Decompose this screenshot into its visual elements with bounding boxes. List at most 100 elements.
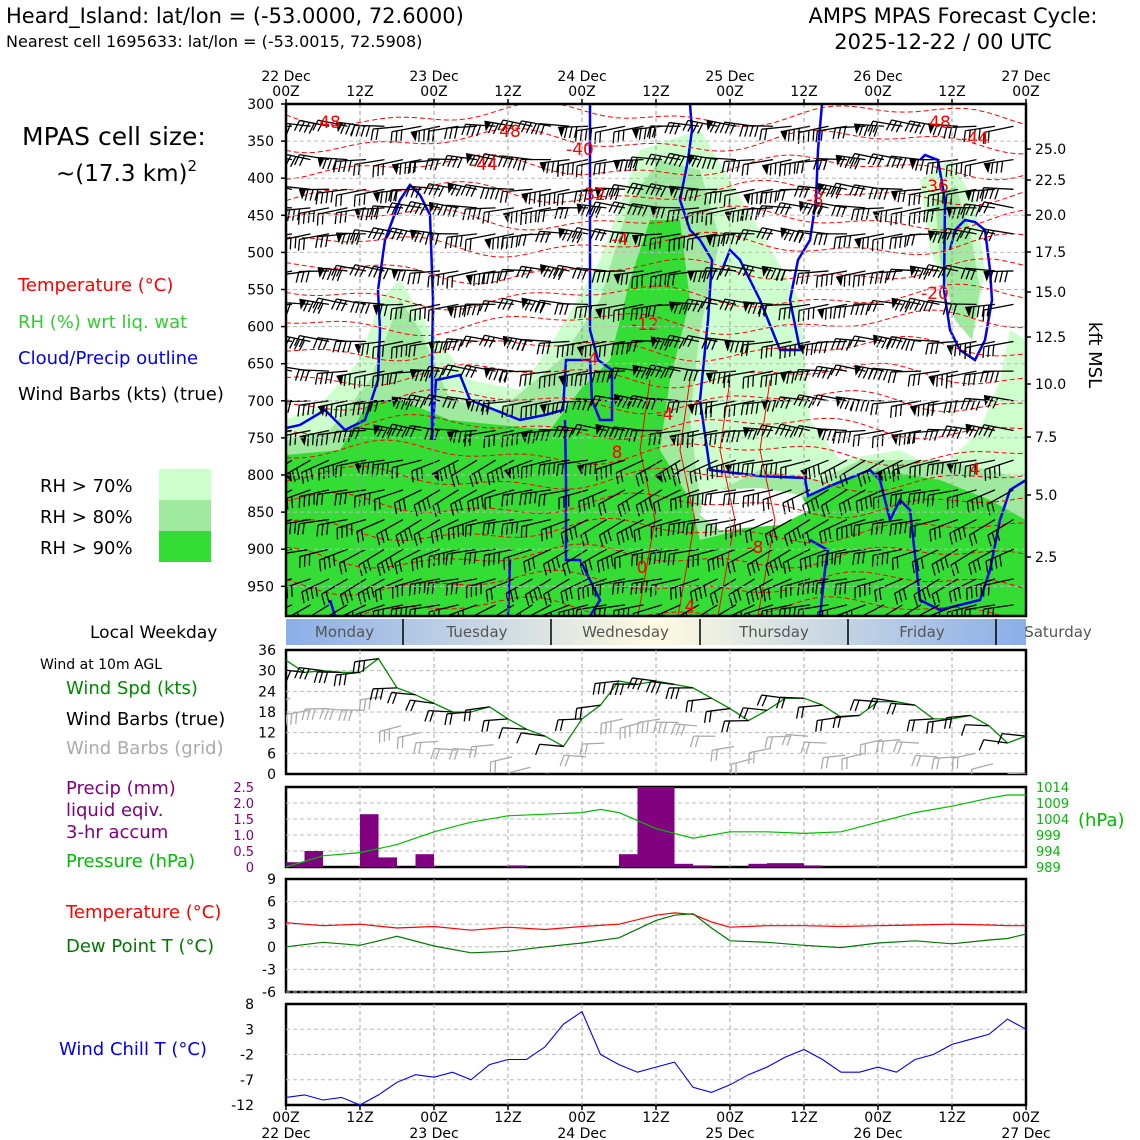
upper-air-barb [613,270,644,286]
grid-wind-barb [358,695,383,712]
upper-air-barb [742,370,774,389]
upper-air-barb [725,518,755,540]
upper-air-barb [445,548,478,566]
upper-air-barb [577,578,607,601]
grid-wind-barb [670,723,698,736]
hpa-unit-label: (hPa) [1078,810,1125,831]
upper-air-barb [488,604,515,616]
temperature-contour-label: 0 [637,558,648,578]
upper-air-barb [783,518,811,547]
pressure-tick-label: 900 [247,542,274,558]
upper-air-barb [979,187,1014,200]
wind-ytick-label: 12 [258,726,276,742]
upper-air-barb [431,459,459,482]
upper-air-barb [482,518,515,536]
upper-air-barb [423,394,459,407]
upper-air-barb [664,121,700,135]
grid-wind-barb [764,735,790,749]
upper-air-barb [297,233,330,251]
upper-air-barb [630,578,663,595]
true-wind-barb [609,683,638,696]
true-wind-barb [926,718,953,734]
true-wind-barb [978,739,1008,751]
rh90-label: RH > 90% [40,538,133,559]
upper-air-barb [968,518,996,547]
upper-air-barb [540,264,570,281]
upper-air-barb [848,152,885,166]
upper-air-barb [590,228,626,242]
upper-air-barb [627,203,663,217]
true-wind-barb [369,687,398,701]
upper-air-barb [669,185,700,199]
upper-air-barb [332,429,367,443]
upper-air-barb [894,578,922,605]
upper-air-barb [854,123,885,137]
true-wind-barb [867,697,897,710]
upper-air-barb [318,459,348,481]
upper-air-barb [317,156,348,170]
upper-air-barb [778,303,811,321]
upper-air-barb [298,489,330,508]
upper-air-barb [965,303,996,318]
upper-air-barb [949,518,977,545]
upper-air-barb [303,604,330,616]
upper-air-barb [908,188,940,207]
upper-air-barb [465,578,496,599]
upper-air-barb [687,270,718,283]
precip-bar [693,865,712,867]
top-hour-label: 12Z [494,84,521,100]
upper-air-barb [669,301,700,315]
upper-air-barb [780,370,811,384]
upper-air-barb [334,489,367,506]
upper-air-barb [852,429,885,447]
upper-air-barb [557,159,589,177]
upper-air-barb [887,370,922,384]
upper-air-barb [538,188,570,207]
station-title: Heard_Island: lat/lon = (-53.0000, 72.60… [6,4,464,29]
true-wind-barb [815,716,842,732]
kft-tick-label: 20.0 [1035,208,1066,224]
upper-air-barb [571,423,607,436]
true-wind-barb [795,704,823,719]
upper-air-barb [870,518,903,536]
upper-air-barb [869,270,903,285]
true-wind-barb [906,718,934,732]
kft-axis-label: kft MSL [1084,322,1105,388]
upper-air-barb [286,400,311,413]
upper-air-barb [833,548,866,566]
upper-air-barb [764,518,792,546]
upper-air-barb [907,370,940,387]
upper-air-barb [404,394,441,409]
upper-air-barb [746,578,774,605]
upper-air-barb [556,188,589,206]
upper-air-barb [312,297,348,310]
legend-temperature: Temperature (°C) [17,275,173,296]
precip-ytick-label: 1.0 [233,829,254,844]
upper-air-barb [912,604,940,616]
true-wind-barb [849,699,879,712]
pressure-tick-label: 550 [247,283,274,299]
temperature-contour [286,414,1026,440]
wind-panel: 36 30 24 18 12 6 0 [258,643,1028,783]
upper-air-barb [909,159,940,171]
precip-ytick-label: 0.5 [233,845,254,860]
windchill-line [285,1010,1027,1106]
top-date-label: 24 Dec [557,69,606,85]
upper-air-barb [886,268,922,281]
upper-air-barb [598,518,626,547]
upper-air-barb [892,459,922,482]
upper-air-barb [799,548,829,571]
kft-tick-label: 2.5 [1035,550,1057,566]
upper-air-barb [560,518,589,545]
upper-air-barb [983,270,1014,283]
upper-air-barb [318,548,348,572]
windchill-ytick-label: -7 [240,1073,254,1089]
temp-panel-label: Temperature (°C) [65,902,221,923]
grid-wind-barb [859,739,883,757]
pressure-tick-label: 400 [247,171,274,187]
cloud-outline [286,104,1026,616]
precip-bar [804,865,823,867]
kft-axis: 25.0 22.5 20.0 17.5 15.0 12.5 10.0 7.5 5.0 2.5 [1026,142,1066,566]
upper-air-barb [353,159,385,176]
upper-air-barb [850,399,885,412]
